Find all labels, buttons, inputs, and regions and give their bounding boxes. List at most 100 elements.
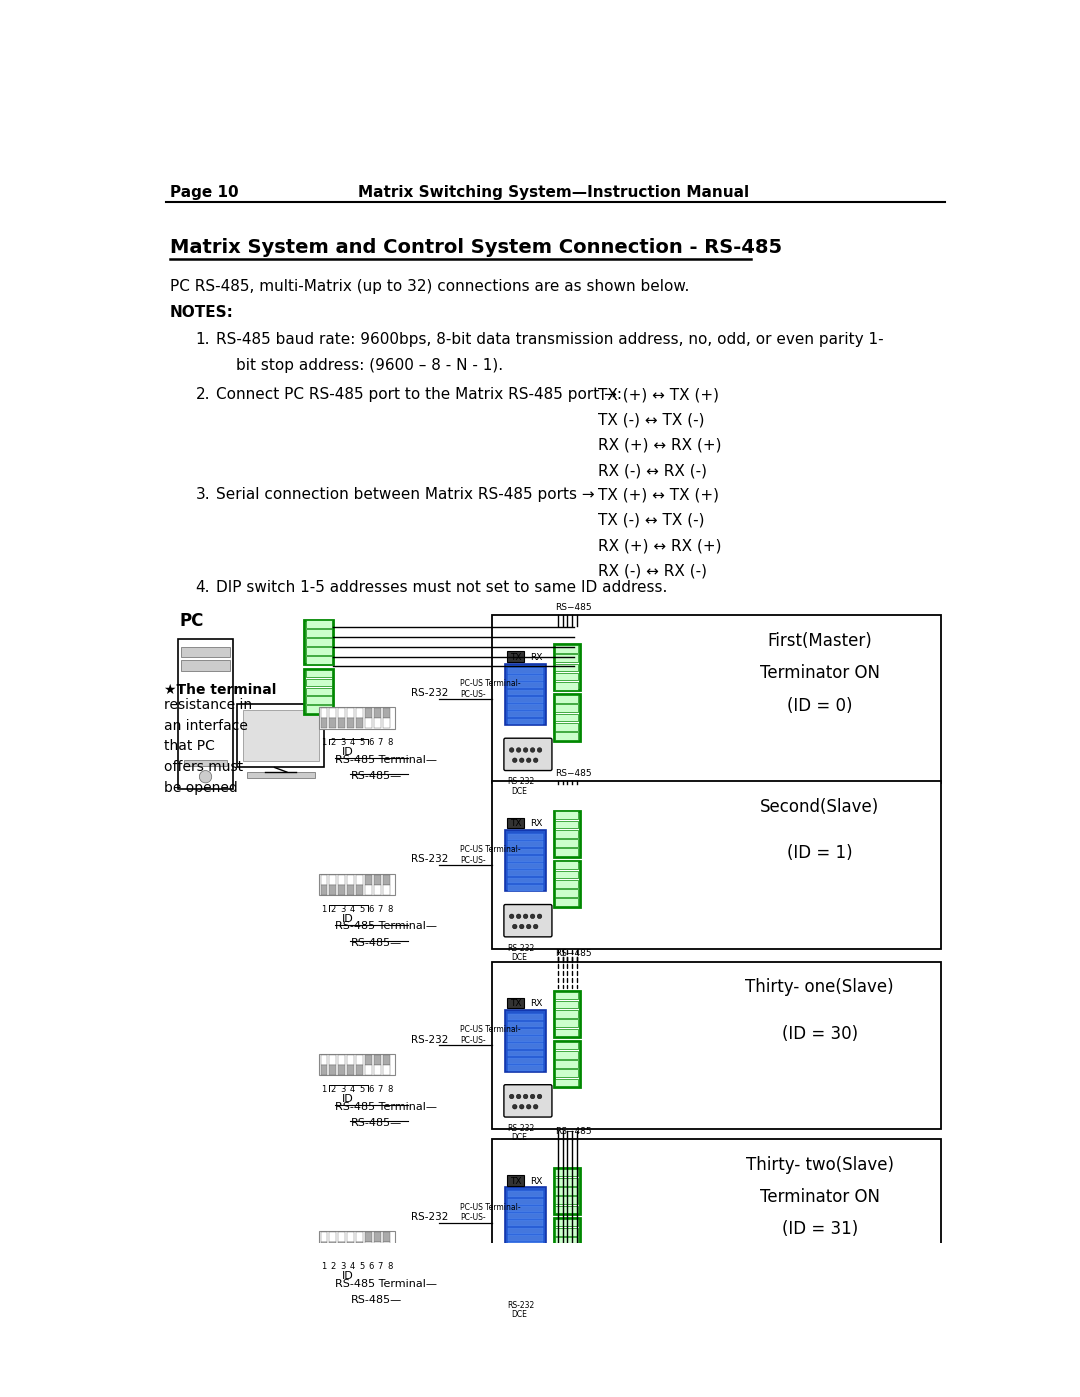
Text: DCE: DCE bbox=[512, 1133, 527, 1143]
Text: TX: TX bbox=[510, 1176, 522, 1186]
Bar bbox=[554, 990, 580, 1037]
Bar bbox=[320, 707, 395, 729]
Circle shape bbox=[512, 759, 517, 763]
Bar bbox=[303, 620, 334, 665]
Text: PC RS-485, multi-Matrix (up to 32) connections are as shown below.: PC RS-485, multi-Matrix (up to 32) conne… bbox=[170, 279, 689, 295]
Text: ★The terminal: ★The terminal bbox=[164, 683, 276, 697]
Bar bbox=[306, 647, 332, 655]
Bar bbox=[491, 961, 941, 1129]
Bar bbox=[303, 669, 334, 714]
Text: TX: TX bbox=[510, 652, 522, 662]
Bar bbox=[329, 718, 336, 728]
Bar bbox=[356, 708, 363, 718]
Text: 4: 4 bbox=[350, 738, 355, 747]
Circle shape bbox=[526, 759, 531, 763]
Bar bbox=[507, 1175, 524, 1186]
Text: 8: 8 bbox=[387, 904, 392, 914]
Bar bbox=[338, 718, 346, 728]
Text: 1: 1 bbox=[322, 904, 327, 914]
Bar bbox=[555, 1169, 578, 1176]
Text: RS-485—: RS-485— bbox=[350, 937, 402, 947]
Bar bbox=[374, 718, 381, 728]
Bar bbox=[338, 1055, 346, 1065]
Text: 4: 4 bbox=[350, 904, 355, 914]
Bar bbox=[555, 1060, 578, 1067]
Circle shape bbox=[526, 1105, 531, 1109]
Bar bbox=[365, 708, 372, 718]
Text: Terminator ON: Terminator ON bbox=[759, 1187, 879, 1206]
Bar bbox=[555, 1051, 578, 1059]
Bar bbox=[356, 1232, 363, 1242]
Bar bbox=[555, 898, 578, 907]
Bar bbox=[356, 884, 363, 894]
Circle shape bbox=[537, 1271, 542, 1275]
Bar bbox=[554, 694, 580, 740]
Bar bbox=[321, 1232, 327, 1242]
Bar bbox=[554, 1168, 580, 1214]
Bar bbox=[320, 1053, 395, 1076]
Circle shape bbox=[537, 914, 542, 919]
Text: RX: RX bbox=[530, 652, 542, 662]
Text: (ID = 1): (ID = 1) bbox=[787, 844, 852, 862]
Bar bbox=[508, 863, 543, 869]
Bar bbox=[306, 657, 332, 664]
Bar bbox=[338, 875, 346, 884]
Text: RS-232: RS-232 bbox=[507, 1301, 535, 1310]
Bar bbox=[374, 1242, 381, 1252]
Bar bbox=[306, 679, 332, 686]
Text: Thirty- one(Slave): Thirty- one(Slave) bbox=[745, 978, 894, 996]
Text: (ID = 0): (ID = 0) bbox=[787, 697, 852, 715]
Bar bbox=[365, 1055, 372, 1065]
Bar bbox=[329, 884, 336, 894]
Bar bbox=[243, 711, 319, 761]
Text: PC-US-: PC-US- bbox=[460, 690, 486, 698]
Text: ID: ID bbox=[342, 1271, 354, 1281]
Bar bbox=[555, 820, 578, 828]
Text: RX (+) ↔ RX (+): RX (+) ↔ RX (+) bbox=[598, 538, 721, 553]
Bar bbox=[508, 697, 543, 703]
Bar bbox=[508, 1213, 543, 1220]
Circle shape bbox=[200, 771, 212, 782]
Text: Serial connection between Matrix RS-485 ports →: Serial connection between Matrix RS-485 … bbox=[216, 488, 595, 502]
Circle shape bbox=[524, 914, 528, 919]
Text: 1: 1 bbox=[322, 738, 327, 747]
Bar bbox=[555, 1028, 578, 1037]
Text: RS-232: RS-232 bbox=[410, 855, 448, 865]
Bar bbox=[555, 1256, 578, 1263]
Bar bbox=[306, 620, 332, 627]
Text: RS-232: RS-232 bbox=[507, 778, 535, 787]
Bar bbox=[348, 1065, 354, 1074]
Bar bbox=[508, 718, 543, 725]
Bar bbox=[306, 697, 332, 704]
Bar bbox=[555, 664, 578, 671]
Text: RS-485 Terminal—: RS-485 Terminal— bbox=[335, 922, 437, 932]
Bar bbox=[329, 1242, 336, 1252]
Bar bbox=[508, 1014, 543, 1020]
Circle shape bbox=[512, 1105, 517, 1109]
Bar bbox=[508, 877, 543, 883]
Circle shape bbox=[519, 759, 524, 763]
Text: RS-485—: RS-485— bbox=[350, 771, 402, 781]
Text: RS-232: RS-232 bbox=[410, 1211, 448, 1222]
Bar bbox=[508, 682, 543, 689]
Text: RX (-) ↔ RX (-): RX (-) ↔ RX (-) bbox=[598, 563, 707, 578]
Text: 3: 3 bbox=[340, 1084, 346, 1094]
Bar bbox=[491, 781, 941, 949]
Bar bbox=[507, 651, 524, 662]
Bar bbox=[555, 732, 578, 740]
Bar bbox=[555, 862, 578, 869]
Circle shape bbox=[519, 1281, 524, 1287]
Bar bbox=[555, 1228, 578, 1235]
Text: PC-US Terminal-: PC-US Terminal- bbox=[460, 679, 522, 687]
Bar bbox=[508, 1065, 543, 1071]
Bar bbox=[356, 718, 363, 728]
Text: RS-232: RS-232 bbox=[507, 1125, 535, 1133]
Bar bbox=[554, 861, 580, 907]
Circle shape bbox=[537, 747, 542, 753]
Text: PC-US-: PC-US- bbox=[460, 856, 486, 865]
Bar bbox=[555, 704, 578, 712]
Bar bbox=[374, 1232, 381, 1242]
Bar bbox=[383, 875, 390, 884]
Bar bbox=[374, 708, 381, 718]
Circle shape bbox=[537, 1094, 542, 1099]
